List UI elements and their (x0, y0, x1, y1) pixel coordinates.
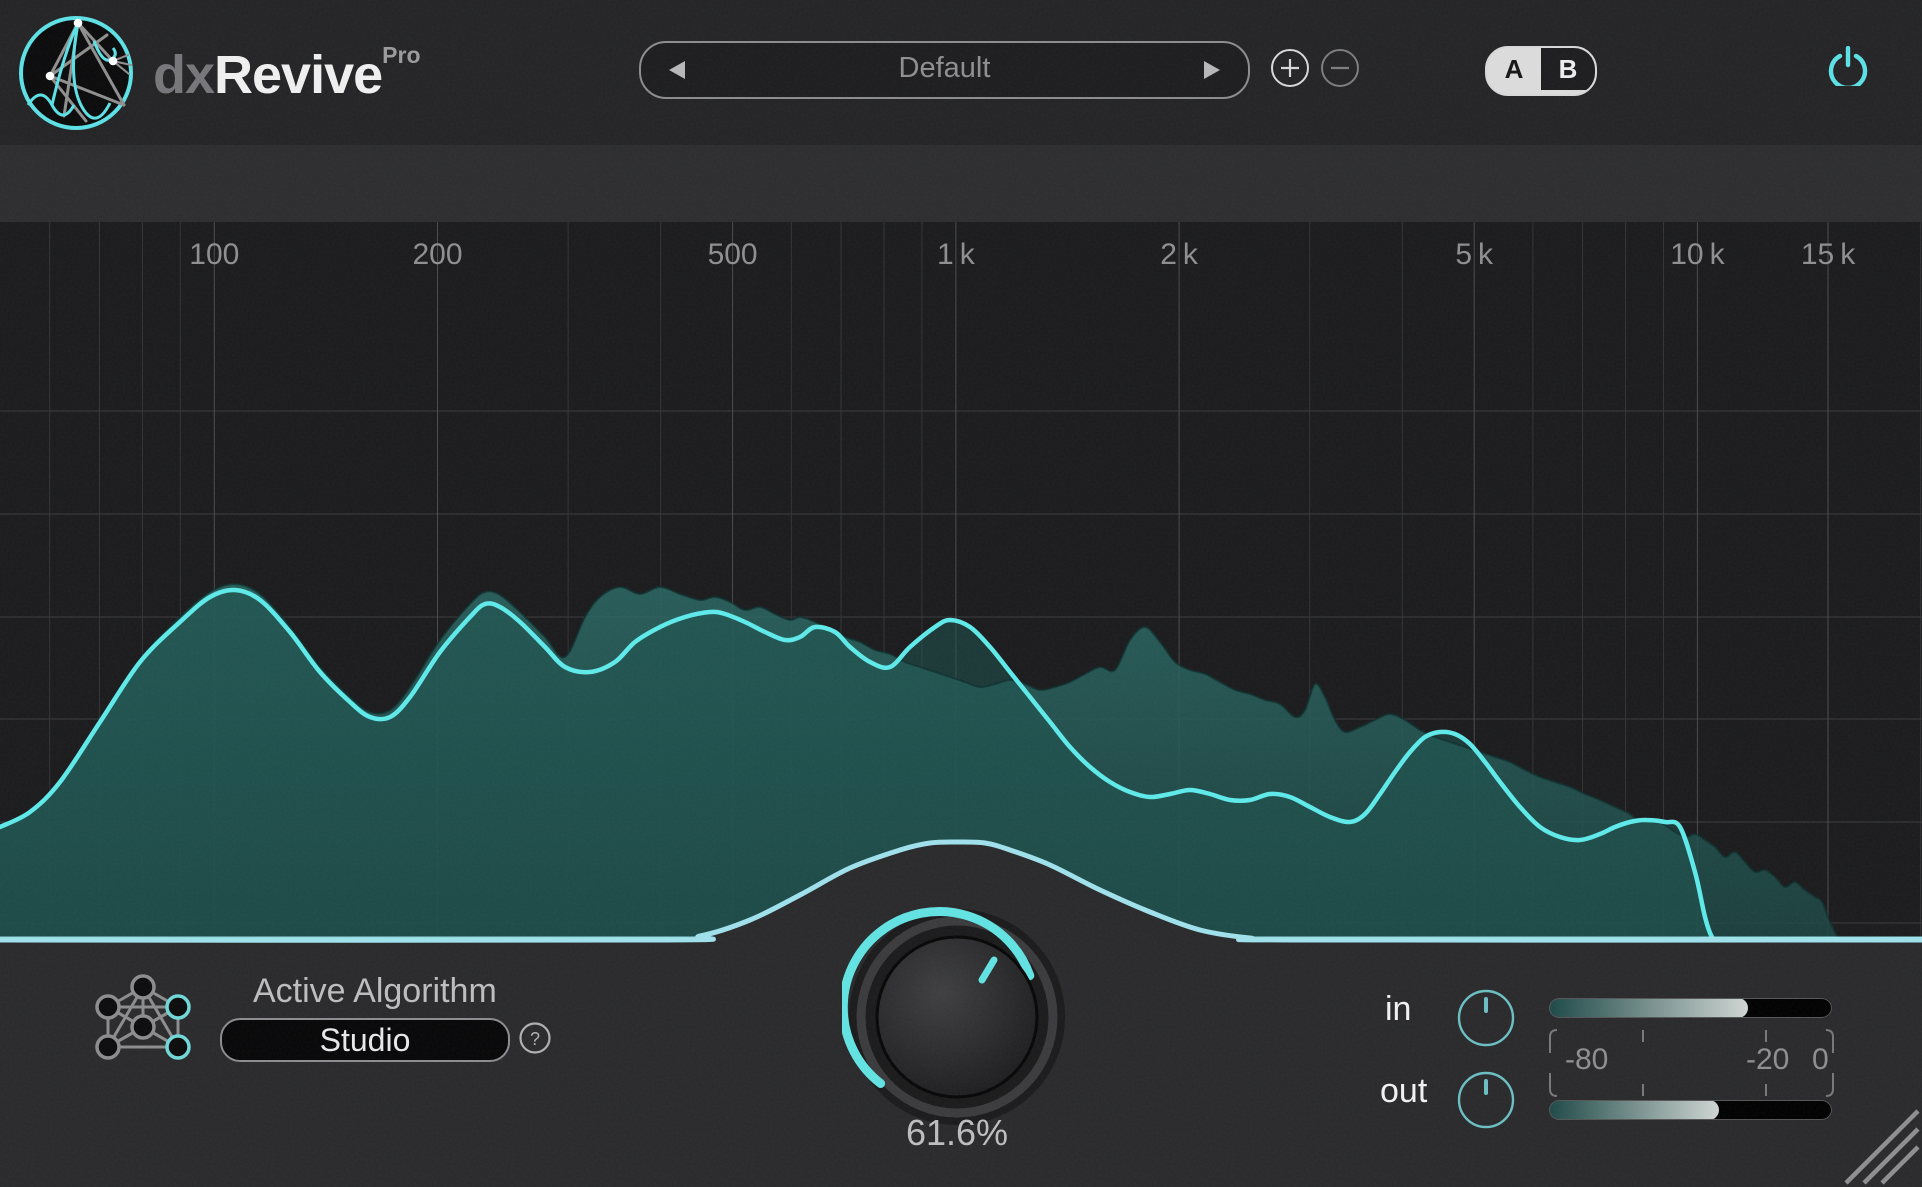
svg-text:0: 0 (1812, 1043, 1829, 1076)
svg-text:-20: -20 (1746, 1043, 1789, 1076)
svg-text:?: ? (530, 1029, 540, 1049)
svg-text:-80: -80 (1565, 1043, 1608, 1076)
